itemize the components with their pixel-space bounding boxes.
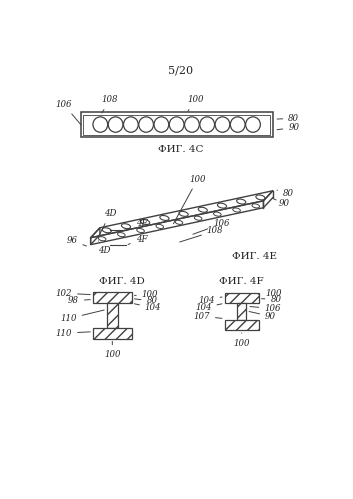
Bar xyxy=(237,303,246,320)
Text: 108: 108 xyxy=(102,95,118,113)
Text: ФИГ. 4D: ФИГ. 4D xyxy=(99,277,144,286)
Text: 102: 102 xyxy=(55,289,90,298)
Text: 100: 100 xyxy=(134,290,158,299)
Text: 5/20: 5/20 xyxy=(168,66,193,76)
Bar xyxy=(80,112,273,137)
Text: 80: 80 xyxy=(277,114,299,123)
Text: 4F: 4F xyxy=(128,220,147,229)
Text: 104: 104 xyxy=(198,296,222,305)
Text: 100: 100 xyxy=(233,333,250,348)
Text: 90: 90 xyxy=(277,123,299,132)
Text: ФИГ. 4C: ФИГ. 4C xyxy=(158,145,203,154)
Text: 104: 104 xyxy=(134,303,161,312)
Bar xyxy=(225,320,259,330)
Text: ФИГ. 4F: ФИГ. 4F xyxy=(220,277,264,286)
Text: 100: 100 xyxy=(104,341,121,359)
Text: 96: 96 xyxy=(66,237,86,246)
Text: 4F: 4F xyxy=(128,235,147,245)
Text: 100: 100 xyxy=(258,289,281,298)
Text: 104: 104 xyxy=(195,303,222,312)
Bar xyxy=(107,303,118,328)
Text: ФИГ. 4E: ФИГ. 4E xyxy=(232,251,277,261)
Text: 4D: 4D xyxy=(98,241,110,255)
Text: 98: 98 xyxy=(68,296,90,305)
Text: 100: 100 xyxy=(173,175,206,224)
Text: 106: 106 xyxy=(55,100,81,125)
Text: 110: 110 xyxy=(60,310,104,323)
Text: 110: 110 xyxy=(55,329,90,338)
Text: 80: 80 xyxy=(134,296,157,305)
Text: 106: 106 xyxy=(250,304,281,313)
Bar xyxy=(225,293,259,303)
Text: 108: 108 xyxy=(180,227,223,242)
Text: 4D: 4D xyxy=(100,210,116,235)
Bar xyxy=(83,115,270,135)
Text: 90: 90 xyxy=(274,199,290,208)
Text: 90: 90 xyxy=(249,311,276,321)
Text: 100: 100 xyxy=(187,95,203,111)
Bar xyxy=(93,292,132,303)
Text: 106: 106 xyxy=(193,220,229,234)
Text: 80: 80 xyxy=(277,189,294,199)
Text: 107: 107 xyxy=(193,312,222,321)
Text: 80: 80 xyxy=(262,295,281,304)
Bar xyxy=(93,328,132,339)
